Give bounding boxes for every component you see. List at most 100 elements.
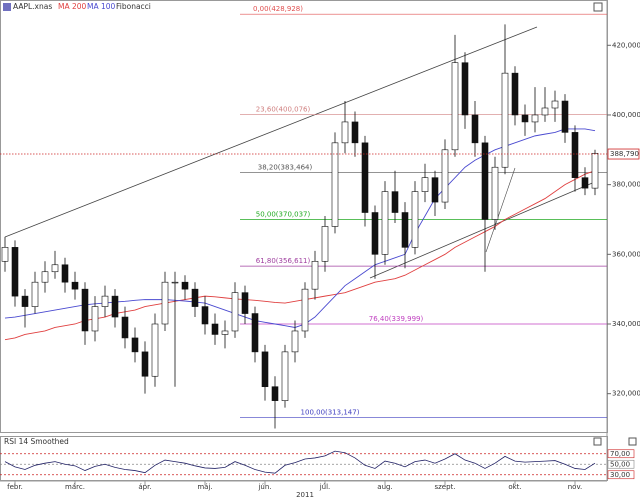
rsi-level-box bbox=[607, 449, 635, 459]
x-tick-label: szept. bbox=[434, 483, 455, 491]
y-tick-label: 340,000 bbox=[612, 320, 640, 328]
candle-body bbox=[351, 121, 359, 144]
candle-body bbox=[91, 306, 99, 332]
fib-label: 61,80(356,611) bbox=[256, 257, 311, 265]
indicator-name[interactable]: Fibonacci bbox=[116, 2, 151, 11]
fib-label: 50,00(370,037) bbox=[256, 210, 311, 218]
candle-body bbox=[541, 107, 549, 116]
candle-body bbox=[121, 316, 129, 339]
candle-body bbox=[531, 114, 539, 123]
y-tick-label: 420,000 bbox=[612, 41, 640, 49]
candle-body bbox=[451, 62, 459, 151]
candle-body bbox=[291, 330, 299, 353]
rsi-tick-label: 30,00 bbox=[610, 471, 630, 479]
candle-body bbox=[421, 177, 429, 192]
candle-body bbox=[1, 247, 9, 262]
x-tick-label: márc. bbox=[65, 483, 85, 491]
candle-body bbox=[171, 281, 179, 284]
candle-body bbox=[321, 226, 329, 262]
x-tick-label: okt. bbox=[508, 483, 521, 491]
candle-body bbox=[101, 295, 109, 307]
candle-body bbox=[251, 313, 259, 353]
ma-line bbox=[4, 170, 596, 341]
trend-line bbox=[485, 167, 516, 253]
candle-body bbox=[151, 323, 159, 377]
x-tick-label: máj. bbox=[197, 483, 212, 491]
y-tick-label: 320,000 bbox=[612, 390, 640, 398]
fib-label: 0,00(428,928) bbox=[253, 5, 303, 13]
candle-body bbox=[131, 337, 139, 353]
fib-label: 76,40(339,999) bbox=[369, 315, 424, 323]
x-tick-label: febr. bbox=[7, 483, 23, 491]
candle-body bbox=[111, 295, 119, 318]
candle-body bbox=[31, 281, 39, 307]
rsi-tick-label: 50,00 bbox=[610, 460, 630, 468]
rsi-line bbox=[4, 450, 596, 474]
x-tick-label: júl. bbox=[319, 483, 331, 491]
candle-body bbox=[141, 351, 149, 377]
y-tick-label: 400,000 bbox=[612, 111, 640, 119]
rsi-level-box bbox=[607, 459, 635, 469]
candle-body bbox=[341, 121, 349, 144]
fib-label: 100,00(313,147) bbox=[301, 409, 360, 417]
symbol-name[interactable]: AAPL.xnas bbox=[13, 2, 52, 11]
candle-body bbox=[11, 247, 19, 297]
candle-body bbox=[431, 177, 439, 203]
candle-body bbox=[331, 142, 339, 227]
candle-body bbox=[501, 72, 509, 168]
x-tick-label: nov. bbox=[568, 483, 583, 491]
candle-body bbox=[561, 100, 569, 133]
candle-body bbox=[411, 191, 419, 248]
fib-label: 23,60(400,076) bbox=[256, 106, 311, 114]
legend-ma200[interactable]: MA 200 bbox=[58, 2, 87, 11]
candle-body bbox=[481, 142, 489, 220]
candle-body bbox=[301, 288, 309, 332]
candle-body bbox=[191, 288, 199, 307]
candle-body bbox=[161, 281, 169, 325]
candle-body bbox=[461, 62, 469, 116]
candle-body bbox=[51, 264, 59, 273]
candle-body bbox=[511, 72, 519, 116]
y-tick-label: 360,000 bbox=[612, 250, 640, 258]
rsi-tick-label: 70,00 bbox=[610, 450, 630, 458]
candle-body bbox=[41, 271, 49, 283]
rsi-button[interactable] bbox=[628, 437, 637, 446]
rsi-level-box bbox=[607, 470, 635, 480]
candle-body bbox=[231, 292, 239, 332]
candle-body bbox=[471, 114, 479, 144]
candle-body bbox=[21, 295, 29, 307]
candle-body bbox=[401, 212, 409, 248]
candle-body bbox=[71, 281, 79, 290]
rsi-title[interactable]: RSI 14 Smoothed bbox=[4, 437, 69, 446]
candle-body bbox=[211, 323, 219, 335]
candle-body bbox=[571, 132, 579, 178]
candle-body bbox=[81, 288, 89, 332]
candle-body bbox=[581, 177, 589, 189]
candle-body bbox=[181, 281, 189, 290]
panel-button[interactable] bbox=[593, 2, 603, 12]
candle-body bbox=[271, 386, 279, 401]
x-tick-label: jún. bbox=[257, 483, 271, 491]
candle-body bbox=[311, 260, 319, 290]
candle-body bbox=[441, 149, 449, 203]
candle-body bbox=[61, 264, 69, 283]
candle-body bbox=[281, 351, 289, 401]
candle-body bbox=[591, 152, 599, 189]
candle-body bbox=[381, 191, 389, 255]
candle-body bbox=[391, 191, 399, 213]
candle-body bbox=[521, 114, 529, 123]
x-tick-label: ápr. bbox=[138, 483, 151, 491]
legend-ma100[interactable]: MA 100 bbox=[87, 2, 116, 11]
rsi-button[interactable] bbox=[593, 437, 602, 446]
candle-body bbox=[551, 100, 559, 109]
candle-body bbox=[201, 306, 209, 325]
candle-body bbox=[241, 292, 249, 314]
trend-line bbox=[369, 180, 598, 279]
candle-body bbox=[261, 351, 269, 388]
y-tick-label: 380,000 bbox=[612, 181, 640, 189]
symbol-icon bbox=[3, 3, 11, 11]
trend-line bbox=[4, 26, 538, 238]
last-price-box bbox=[607, 148, 640, 160]
